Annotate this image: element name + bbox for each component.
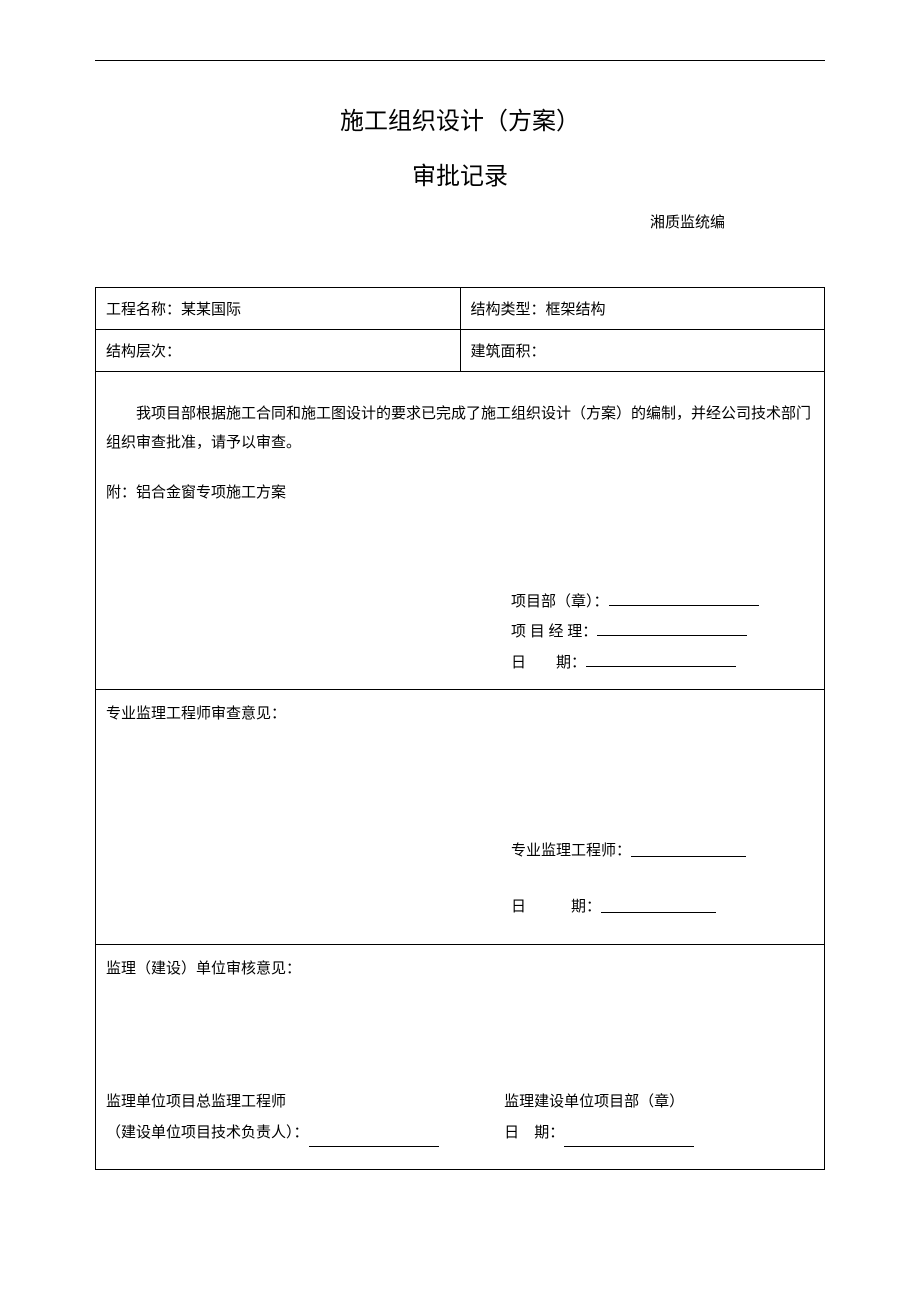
right-date-label: 日 期： bbox=[504, 1125, 564, 1141]
sign-date-label-1: 日 期： bbox=[511, 649, 586, 678]
section-3-bottom-row: 监理单位项目总监理工程师 （建设单位项目技术负责人）： 监理建设单位项目部（章）… bbox=[106, 1088, 814, 1149]
sign-date-line-2: 日 期： bbox=[511, 895, 814, 916]
right-date-underline bbox=[564, 1129, 694, 1147]
table-section-3-row: 监理（建设）单位审核意见： 监理单位项目总监理工程师 （建设单位项目技术负责人）… bbox=[96, 944, 825, 1170]
section-3-cell: 监理（建设）单位审核意见： 监理单位项目总监理工程师 （建设单位项目技术负责人）… bbox=[96, 944, 825, 1170]
sign-date-underline-1 bbox=[586, 649, 736, 667]
section-3-title: 监理（建设）单位审核意见： bbox=[106, 955, 814, 984]
structure-level-label: 结构层次： bbox=[106, 344, 181, 360]
document-subtitle: 湘质监统编 bbox=[95, 211, 825, 232]
left-line-2: （建设单位项目技术负责人）： bbox=[106, 1119, 474, 1148]
building-area-label: 建筑面积： bbox=[471, 344, 546, 360]
table-header-row-2: 结构层次： 建筑面积： bbox=[96, 330, 825, 372]
sign-date-line-1: 日 期： bbox=[511, 649, 814, 678]
structure-level-cell: 结构层次： bbox=[96, 330, 461, 372]
document-title-1: 施工组织设计（方案） bbox=[95, 101, 825, 136]
sign-engineer-underline bbox=[631, 839, 746, 857]
attachment-value: 铝合金窗专项施工方案 bbox=[136, 485, 286, 501]
section-1-paragraph: 我项目部根据施工合同和施工图设计的要求已完成了施工组织设计（方案）的编制，并经公… bbox=[106, 400, 814, 457]
page-container: 施工组织设计（方案） 审批记录 湘质监统编 工程名称：某某国际 结构类型：框架结… bbox=[0, 0, 920, 1170]
project-name-cell: 工程名称：某某国际 bbox=[96, 288, 461, 330]
building-area-cell: 建筑面积： bbox=[460, 330, 825, 372]
project-name-label: 工程名称： bbox=[106, 302, 181, 318]
right-line-2: 日 期： bbox=[504, 1119, 814, 1148]
approval-table: 工程名称：某某国际 结构类型：框架结构 结构层次： 建筑面积： 我项目部根据施工… bbox=[95, 287, 825, 1170]
sign-engineer-line: 专业监理工程师： bbox=[511, 839, 814, 860]
section-1-cell: 我项目部根据施工合同和施工图设计的要求已完成了施工组织设计（方案）的编制，并经公… bbox=[96, 372, 825, 690]
sign-project-dept-underline bbox=[609, 588, 759, 606]
project-name-value: 某某国际 bbox=[181, 302, 241, 318]
right-line-1: 监理建设单位项目部（章） bbox=[504, 1088, 814, 1117]
sign-project-manager-line: 项 目 经 理： bbox=[511, 618, 814, 647]
sign-engineer-label: 专业监理工程师： bbox=[511, 839, 631, 860]
structure-type-value: 框架结构 bbox=[546, 302, 606, 318]
sign-date-underline-2 bbox=[601, 895, 716, 913]
section-2-title: 专业监理工程师审查意见： bbox=[106, 700, 814, 729]
structure-type-label: 结构类型： bbox=[471, 302, 546, 318]
section-3-right-col: 监理建设单位项目部（章） 日 期： bbox=[474, 1088, 814, 1149]
sign-project-dept-line: 项目部（章）： bbox=[511, 588, 814, 617]
sign-date-label-2: 日 期： bbox=[511, 895, 601, 916]
section-1-sign-block: 项目部（章）： 项 目 经 理： 日 期： bbox=[106, 588, 814, 678]
left-line-2-underline bbox=[309, 1129, 439, 1147]
section-1-attachment: 附：铝合金窗专项施工方案 bbox=[106, 479, 814, 508]
sign-project-dept-label: 项目部（章）： bbox=[511, 588, 609, 617]
top-divider bbox=[95, 60, 825, 61]
section-3-left-col: 监理单位项目总监理工程师 （建设单位项目技术负责人）： bbox=[106, 1088, 474, 1149]
table-section-1-row: 我项目部根据施工合同和施工图设计的要求已完成了施工组织设计（方案）的编制，并经公… bbox=[96, 372, 825, 690]
structure-type-cell: 结构类型：框架结构 bbox=[460, 288, 825, 330]
left-line-2-label: （建设单位项目技术负责人）： bbox=[106, 1125, 309, 1141]
left-line-1: 监理单位项目总监理工程师 bbox=[106, 1088, 474, 1117]
attachment-label: 附： bbox=[106, 485, 136, 501]
document-title-2: 审批记录 bbox=[95, 156, 825, 191]
table-header-row-1: 工程名称：某某国际 结构类型：框架结构 bbox=[96, 288, 825, 330]
sign-project-manager-label: 项 目 经 理： bbox=[511, 618, 597, 647]
table-section-2-row: 专业监理工程师审查意见： 专业监理工程师： 日 期： bbox=[96, 690, 825, 945]
section-2-cell: 专业监理工程师审查意见： 专业监理工程师： 日 期： bbox=[96, 690, 825, 945]
sign-project-manager-underline bbox=[597, 618, 747, 636]
